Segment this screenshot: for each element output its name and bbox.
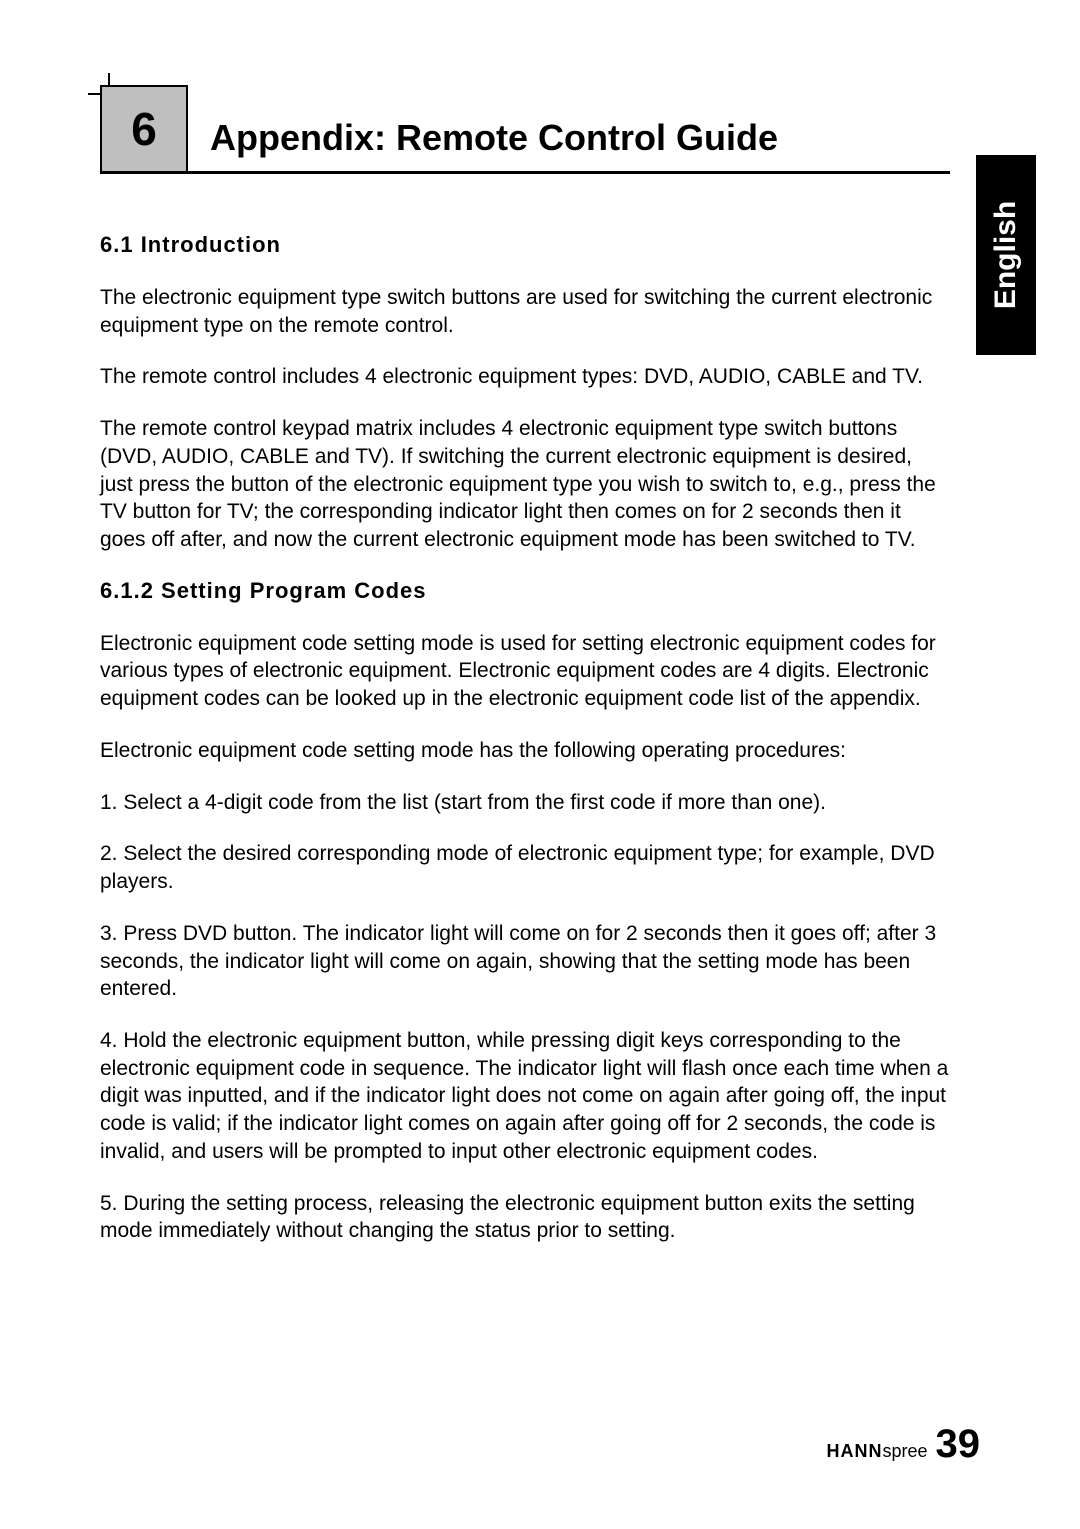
brand-light: spree (882, 1441, 927, 1461)
brand-bold: HANN (826, 1441, 882, 1461)
language-tab-label: English (989, 201, 1023, 309)
body-paragraph: 5. During the setting process, releasing… (100, 1190, 950, 1245)
body-paragraph: 1. Select a 4-digit code from the list (… (100, 789, 950, 817)
brand-logo: HANNspree (826, 1441, 927, 1462)
page-footer: HANNspree 39 (826, 1422, 980, 1467)
section-heading: 6.1 Introduction (100, 232, 950, 258)
body-paragraph: Electronic equipment code setting mode h… (100, 737, 950, 765)
chapter-number: 6 (131, 102, 157, 156)
chapter-number-box: 6 (100, 85, 188, 173)
body-paragraph: 3. Press DVD button. The indicator light… (100, 920, 950, 1003)
section-heading: 6.1.2 Setting Program Codes (100, 578, 950, 604)
body-paragraph: 2. Select the desired corresponding mode… (100, 840, 950, 895)
body-paragraph: 4. Hold the electronic equipment button,… (100, 1027, 950, 1166)
body-paragraph: The remote control keypad matrix include… (100, 415, 950, 554)
chapter-title: Appendix: Remote Control Guide (188, 117, 778, 171)
chapter-header: 6 Appendix: Remote Control Guide (100, 85, 950, 174)
body-paragraph: The remote control includes 4 electronic… (100, 363, 950, 391)
page-content: 6 Appendix: Remote Control Guide 6.1 Int… (100, 85, 950, 1269)
body-paragraph: Electronic equipment code setting mode i… (100, 630, 950, 713)
page-number: 39 (936, 1422, 981, 1467)
body-paragraph: The electronic equipment type switch but… (100, 284, 950, 339)
language-tab: English (976, 155, 1036, 355)
